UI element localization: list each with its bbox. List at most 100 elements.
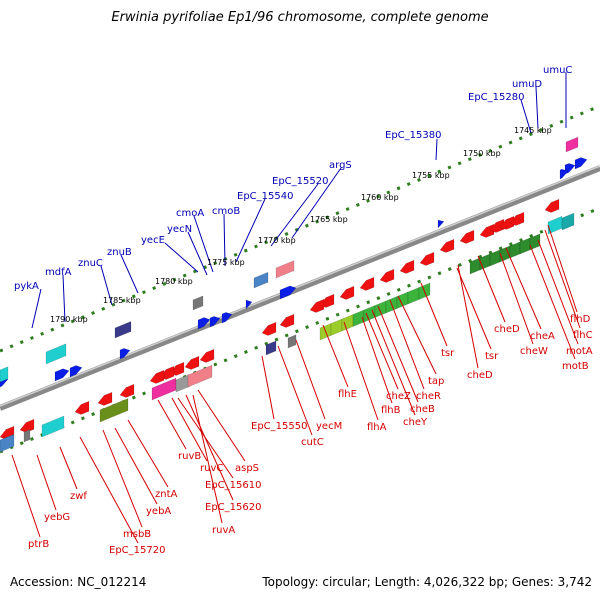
callout-line: [235, 198, 266, 263]
gene-box: [253, 271, 269, 289]
callout-line: [197, 389, 246, 462]
callout-line: [361, 316, 393, 404]
gene-box: [0, 433, 15, 453]
gene-box: [561, 212, 575, 231]
gene-label-epc_15720: EpC_15720: [109, 545, 165, 556]
callout-line: [120, 254, 139, 294]
callout-line: [397, 295, 437, 375]
callout-line: [11, 454, 41, 538]
gene-forward: [221, 312, 233, 324]
gene-label-zwf: zwf: [70, 491, 87, 502]
gene-reverse: [149, 369, 165, 384]
callout-line: [185, 394, 234, 501]
callout-lines: [11, 72, 581, 544]
gene-label-yebg: yebG: [44, 512, 70, 523]
tick-label: 1770 kbp: [258, 236, 296, 245]
gene-box: [374, 300, 387, 318]
gene-reverse: [309, 298, 325, 313]
gene-label-flha: flhA: [367, 422, 387, 433]
gene-reverse: [184, 355, 200, 370]
gene-box: [175, 373, 191, 393]
gene-forward: [197, 317, 211, 330]
gene-label-chea: cheA: [530, 331, 555, 342]
callout-line: [456, 267, 492, 350]
callout-line: [277, 345, 313, 436]
gene-label-yecn: yecN: [167, 224, 192, 235]
gene-label-yece: yecE: [141, 235, 165, 246]
tick-track-upper: [0, 104, 600, 353]
gene-label-znta: zntA: [155, 489, 178, 500]
callout-line: [295, 339, 326, 420]
gene-label-flhe: flhE: [338, 389, 357, 400]
callout-line: [499, 252, 534, 345]
gene-forward: [119, 348, 131, 360]
gene-label-chey: cheY: [403, 417, 428, 428]
callout-line: [114, 427, 158, 505]
gene-reverse: [379, 268, 395, 283]
gene-box: [341, 314, 354, 332]
callout-line: [291, 167, 342, 239]
gene-label-epc_15610: EpC_15610: [205, 480, 261, 491]
callout-line: [544, 229, 581, 329]
gene-label-epc_15620: EpC_15620: [205, 502, 261, 513]
gene-label-chew: cheW: [520, 346, 548, 357]
callout-line: [171, 397, 208, 462]
gene-reverse: [399, 259, 415, 274]
gene-forward: [245, 299, 253, 310]
gene-label-tap: tap: [428, 376, 444, 387]
gene-reverse: [544, 198, 560, 213]
gene-label-epc_15520: EpC_15520: [272, 176, 328, 187]
tick-label: 1755 kbp: [412, 171, 450, 180]
gene-reverse: [199, 348, 215, 363]
gene-box: [187, 364, 213, 388]
gene-box: [192, 295, 204, 311]
chromosome-backbone: [0, 165, 600, 411]
callout-line: [389, 299, 425, 390]
callout-line: [457, 264, 479, 369]
gene-box: [23, 429, 31, 443]
gene-reverse: [509, 211, 525, 226]
tick-label: 1750 kbp: [463, 149, 501, 158]
gene-label-epc_15380: EpC_15380: [385, 130, 441, 141]
callout-line: [529, 244, 576, 360]
map-title: Erwinia pyrifoliae Ep1/96 chromosome, co…: [111, 10, 489, 25]
callout-line: [223, 213, 226, 267]
callout-line: [261, 355, 275, 420]
gene-label-ruva: ruvA: [212, 525, 235, 536]
gene-label-epc_15550: EpC_15550: [251, 421, 307, 432]
gene-reverse: [499, 215, 515, 230]
gene-label-yeba: yebA: [146, 506, 171, 517]
callout-line: [62, 274, 66, 323]
gene-box: [265, 340, 277, 356]
gene-label-ruvc: ruvC: [200, 463, 223, 474]
gene-box: [565, 136, 579, 153]
accession-text: Accession: NC_012214: [10, 575, 147, 589]
callout-line: [193, 215, 214, 273]
gene-reverse: [359, 276, 375, 291]
gene-forward: [437, 219, 445, 229]
callout-line: [365, 312, 399, 390]
tick-label: 1775 kbp: [207, 258, 245, 267]
gene-forward: [54, 368, 70, 382]
gene-label-ched: cheD: [467, 370, 493, 381]
callout-line: [187, 231, 208, 276]
gene-forward: [574, 157, 588, 170]
gene-label-tsr: tsr: [441, 348, 455, 359]
gene-reverse: [479, 223, 495, 238]
gene-box: [0, 366, 9, 383]
gene-reverse: [119, 383, 135, 398]
gene-label-znuc: znuC: [78, 258, 103, 269]
gene-label-ptrb: ptrB: [28, 539, 49, 550]
callout-line: [157, 399, 187, 450]
callout-line: [270, 183, 319, 247]
gene-label-flhd: flhD: [570, 314, 591, 325]
tick-label: 1765 kbp: [310, 215, 348, 224]
tick-track-lower: [0, 206, 600, 454]
tick-label: 1760 kbp: [361, 193, 399, 202]
callout-line: [435, 138, 438, 161]
gene-label-args: argS: [329, 160, 352, 171]
callout-line: [102, 429, 143, 528]
topology-text: Topology: circular; Length: 4,026,322 bp…: [262, 575, 592, 589]
gene-box: [275, 260, 295, 279]
tick-label: 1780 kbp: [155, 277, 193, 286]
